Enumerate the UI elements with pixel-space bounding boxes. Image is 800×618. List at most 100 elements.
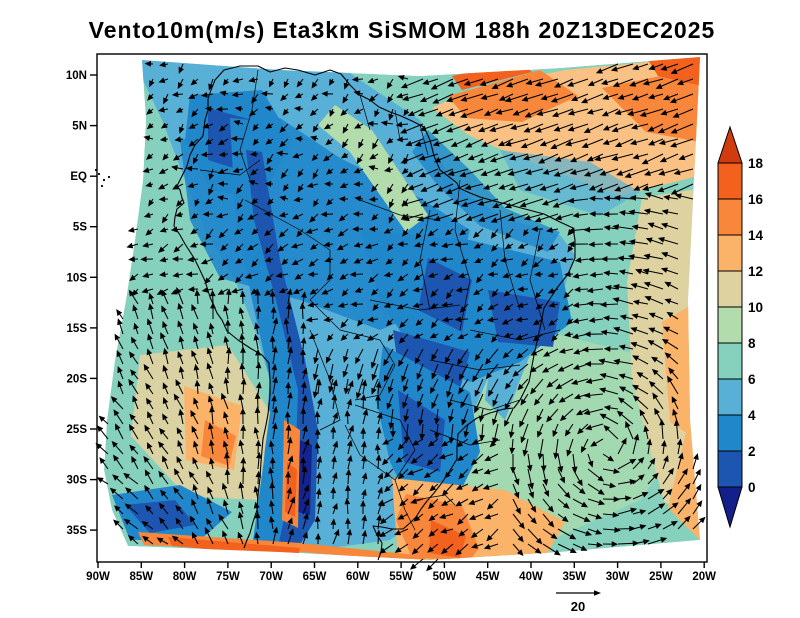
wind-arrow <box>519 198 544 208</box>
wind-arrow <box>110 396 124 410</box>
wind-arrow <box>416 363 424 380</box>
wind-arrow <box>517 378 529 391</box>
wind-arrow <box>222 440 229 455</box>
wind-arrow <box>642 183 664 191</box>
wind-arrow <box>523 123 544 133</box>
wind-arrow <box>557 513 569 523</box>
wind-arrow <box>410 453 424 464</box>
political-border <box>309 299 396 401</box>
wind-arrow <box>216 195 229 201</box>
wind-arrow <box>502 348 514 359</box>
wind-arrow <box>527 468 534 490</box>
wind-arrow <box>305 228 319 234</box>
wind-arrow <box>123 472 139 485</box>
wind-arrow <box>307 271 319 278</box>
wind-arrow <box>187 256 199 263</box>
wind-arrow <box>340 108 349 117</box>
wind-arrow <box>206 347 214 365</box>
wind-arrow <box>279 195 289 202</box>
wind-arrow <box>657 123 679 134</box>
wind-arrow <box>489 438 499 448</box>
wind-arrow <box>535 303 544 310</box>
lon-tick-label: 60W <box>346 571 370 583</box>
wind-arrow <box>635 268 649 275</box>
wind-arrow <box>659 153 679 163</box>
wind-arrow <box>276 150 289 157</box>
wind-arrow <box>342 348 349 363</box>
wind-arrow <box>278 211 289 218</box>
wind-arrow <box>443 333 454 341</box>
wind-arrow <box>427 438 439 447</box>
wind-arrow <box>356 153 364 165</box>
wind-arrow <box>191 349 199 365</box>
wind-arrow <box>215 106 229 113</box>
wind-arrow <box>171 535 184 545</box>
wind-arrow <box>307 301 319 308</box>
wind-arrow <box>302 484 309 500</box>
wind-arrow <box>316 378 322 395</box>
wind-arrow <box>146 442 154 455</box>
wind-arrow <box>268 499 275 515</box>
wind-arrow <box>662 488 673 500</box>
wind-arrow <box>124 503 139 515</box>
wind-arrow <box>323 123 334 130</box>
wind-arrow <box>617 255 634 262</box>
wind-arrow <box>474 257 484 264</box>
wind-arrow <box>206 518 214 530</box>
wind-arrow <box>238 393 245 410</box>
wind-arrow <box>331 393 338 410</box>
wind-arrow <box>283 78 290 89</box>
wind-arrow <box>382 453 394 466</box>
wind-arrow <box>301 367 308 380</box>
wind-arrow <box>602 468 621 474</box>
wind-arrow <box>128 378 139 395</box>
wind-arrow <box>588 195 604 202</box>
wind-arrow <box>423 468 439 478</box>
wind-arrow <box>329 108 335 117</box>
wind-arrow <box>618 210 634 216</box>
wind-arrow <box>159 61 169 68</box>
wind-arrow <box>401 363 409 383</box>
wind-arrow <box>208 382 214 395</box>
wind-arrow <box>666 311 679 320</box>
wind-arrow <box>618 386 634 395</box>
wind-arrow <box>532 333 544 342</box>
wind-arrow <box>160 332 169 350</box>
wind-arrow <box>524 183 544 192</box>
wind-arrow <box>439 513 454 520</box>
wind-arrow <box>661 252 679 260</box>
wind-arrow <box>429 302 439 309</box>
wind-arrow <box>316 500 323 515</box>
wind-arrow <box>312 378 319 399</box>
wind-arrow <box>509 153 529 161</box>
wind-arrow <box>172 153 184 161</box>
wind-arrow <box>208 168 215 181</box>
wind-arrow <box>402 228 409 237</box>
wind-arrow <box>603 345 619 352</box>
wind-arrow <box>194 379 201 395</box>
wind-arrow <box>302 438 310 455</box>
wind-arrow <box>397 513 409 520</box>
wind-arrow <box>587 528 603 535</box>
wind-arrow <box>386 183 394 195</box>
wind-arrow <box>237 213 244 223</box>
wind-arrow <box>647 123 664 132</box>
wind-arrow <box>429 241 439 248</box>
wind-arrow <box>602 138 619 146</box>
wind-arrow <box>253 485 260 500</box>
wind-arrow <box>400 153 424 164</box>
wind-arrow <box>347 380 354 395</box>
colorbar-segment <box>717 414 743 452</box>
wind-arrow <box>291 258 304 266</box>
wind-arrow <box>474 393 484 414</box>
wind-arrow <box>595 63 619 74</box>
wind-arrow <box>361 529 368 545</box>
wind-arrow <box>272 376 279 395</box>
lat-tick-label: EQ <box>70 171 87 183</box>
wind-arrow <box>244 273 259 279</box>
wind-arrow <box>387 243 394 252</box>
wind-arrow <box>479 423 485 442</box>
wind-arrow <box>587 453 594 468</box>
wind-arrow <box>470 528 484 539</box>
